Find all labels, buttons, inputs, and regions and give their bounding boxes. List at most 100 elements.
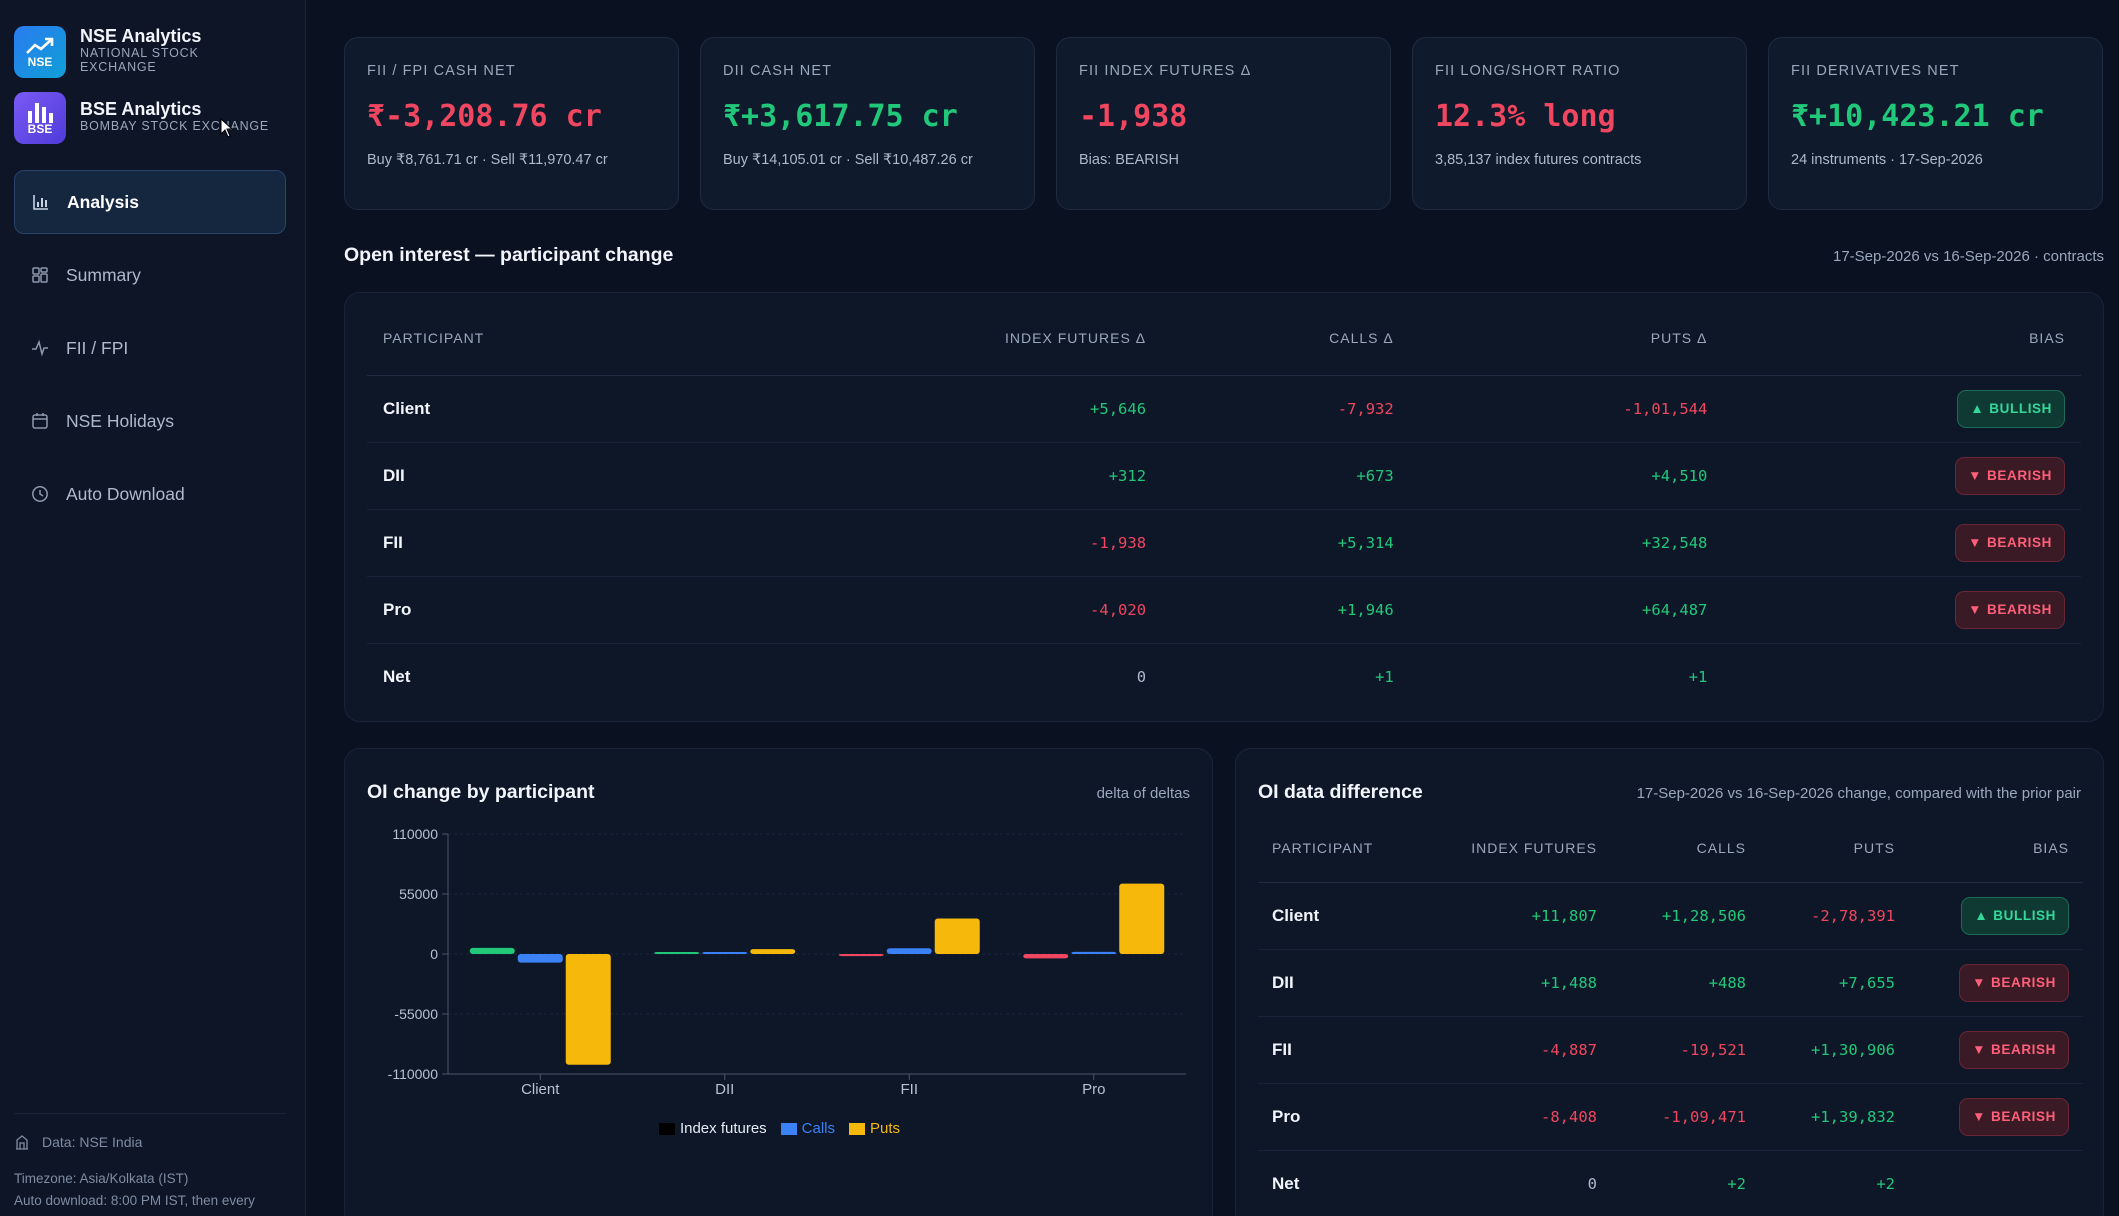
calendar-icon: [30, 411, 50, 431]
card-value: ₹-3,208.76 cr: [367, 99, 602, 134]
triangle-down-icon: ▼: [1972, 1042, 1987, 1057]
calls-value: +1: [1375, 667, 1394, 686]
sidebar-item-auto-download[interactable]: Auto Download: [14, 462, 286, 526]
bias-badge: ▼ BEARISH: [1955, 456, 2065, 495]
bias-label: BEARISH: [1991, 975, 2056, 990]
puts-value: +4,510: [1393, 442, 1708, 510]
triangle-down-icon: ▼: [1972, 1109, 1987, 1124]
triangle-down-icon: ▼: [1968, 535, 1983, 550]
mouse-cursor-icon: [220, 118, 234, 138]
y-tick-label: 110000: [392, 826, 438, 842]
sidebar-item-nse-holidays[interactable]: NSE Holidays: [14, 389, 286, 453]
calls-value: -7,932: [1146, 375, 1394, 443]
index-futures-value: -8,408: [1418, 1083, 1597, 1151]
participant-name: Client: [367, 375, 747, 443]
oi-chart-panel: OI change by participant delta of deltas…: [344, 748, 1213, 1216]
oi-section-title: Open interest — participant change: [344, 244, 674, 266]
sidebar-item-fii-fpi[interactable]: FII / FPI: [14, 316, 286, 380]
card-sub: Bias: BEARISH: [1079, 152, 1179, 168]
bias-badge: ▲ BULLISH: [1957, 389, 2065, 428]
index-futures-value: 0: [1136, 667, 1147, 686]
metric-card-fii-long-short: FII LONG/SHORT RATIO 12.3% long 3,85,137…: [1412, 37, 1747, 210]
bias-label: BULLISH: [1993, 908, 2056, 923]
index-futures-value: +1,488: [1418, 949, 1597, 1017]
metric-card-fii-derivatives: FII DERIVATIVES NET ₹+10,423.21 cr 24 in…: [1768, 37, 2103, 210]
legend-label: Calls: [801, 1120, 836, 1137]
col-calls: CALLS: [1597, 814, 1746, 883]
bar-index-futures: [654, 952, 700, 954]
calls-value: +5,314: [1146, 509, 1394, 577]
grid-icon: [30, 265, 50, 285]
col-participant: PARTICIPANT: [1258, 814, 1418, 883]
table-row: Client +11,807 +1,28,506 -2,78,391 ▲ BULL…: [1258, 882, 2083, 950]
brand-logo-text: BSE: [27, 122, 53, 136]
card-sub: Buy ₹14,105.01 cr · Sell ₹10,487.26 cr: [723, 152, 973, 168]
bar-calls: [886, 948, 932, 954]
activity-icon: [30, 338, 50, 358]
building-icon: [14, 1134, 30, 1150]
index-futures-value: -4,020: [746, 576, 1147, 644]
brand-title: BSE Analytics: [80, 99, 202, 119]
sidebar-item-label: Analysis: [67, 191, 139, 212]
legend-swatch: [780, 1122, 797, 1135]
legend-item[interactable]: Calls: [780, 1120, 836, 1137]
puts-value: -2,78,391: [1746, 882, 1895, 950]
puts-value: +64,487: [1393, 576, 1708, 644]
bar-calls: [1071, 951, 1117, 954]
participant-name: Client: [1258, 882, 1418, 950]
index-futures-value: +312: [746, 442, 1147, 510]
sidebar-item-summary[interactable]: Summary: [14, 243, 286, 307]
col-participant: PARTICIPANT: [367, 301, 747, 376]
bar-calls: [702, 952, 748, 954]
participant-name: Net: [1272, 1173, 1300, 1193]
index-futures-value: +11,807: [1418, 882, 1597, 950]
y-tick-label: 55000: [399, 886, 438, 902]
bias-empty: [1895, 1150, 2083, 1216]
participant-name: DII: [367, 442, 747, 510]
y-tick-label: 0: [430, 946, 438, 962]
triangle-down-icon: ▼: [1968, 468, 1983, 483]
puts-value: +1,39,832: [1746, 1083, 1895, 1151]
card-sub: 3,85,137 index futures contracts: [1435, 152, 1642, 168]
auto-download-text: Auto download: 8:00 PM IST, then every: [14, 1193, 255, 1208]
timezone-info: Timezone: Asia/Kolkata (IST) Auto downlo…: [14, 1168, 286, 1212]
puts-value: +7,655: [1746, 949, 1895, 1017]
table-header-row: PARTICIPANT INDEX FUTURES CALLS PUTS BIA…: [1258, 814, 2083, 883]
sidebar-item-label: Summary: [66, 264, 141, 285]
legend-item[interactable]: Index futures: [658, 1120, 767, 1137]
oi-participant-table: PARTICIPANT INDEX FUTURES Δ CALLS Δ PUTS…: [367, 301, 2081, 710]
card-label: FII DERIVATIVES NET: [1791, 63, 1960, 79]
bias-badge: ▼ BEARISH: [1959, 963, 2069, 1002]
oi-diff-panel: OI data difference 17-Sep-2026 vs 16-Sep…: [1235, 748, 2104, 1216]
card-value: ₹+3,617.75 cr: [723, 99, 958, 134]
legend-label: Index futures: [679, 1120, 767, 1137]
brand-nse[interactable]: NSE NSE Analytics NATIONAL STOCK EXCHANG…: [14, 26, 201, 78]
table-row: FII -1,938 +5,314 +32,548 ▼ BEARISH: [367, 509, 2081, 577]
bar-index-futures: [1023, 954, 1069, 959]
oi-participant-panel: PARTICIPANT INDEX FUTURES Δ CALLS Δ PUTS…: [344, 292, 2104, 722]
table-row-net: Net 0 +2 +2: [1258, 1150, 2083, 1216]
table-row: DII +1,488 +488 +7,655 ▼ BEARISH: [1258, 949, 2083, 1017]
bias-label: BULLISH: [1989, 401, 2052, 416]
col-index-futures: INDEX FUTURES: [1418, 814, 1597, 883]
bias-label: BEARISH: [1991, 1109, 2056, 1124]
index-futures-value: +5,646: [746, 375, 1147, 443]
oi-change-chart: 110000 55000 0 -55000 -110000 Client DII FII Pro: [388, 826, 1186, 1098]
trend-up-icon: NSE: [14, 26, 66, 78]
sidebar-item-analysis[interactable]: Analysis: [14, 170, 286, 234]
participant-name: Pro: [1258, 1083, 1418, 1151]
legend-swatch: [658, 1122, 675, 1135]
bar-puts: [565, 954, 611, 1065]
table-header-row: PARTICIPANT INDEX FUTURES Δ CALLS Δ PUTS…: [367, 301, 2081, 376]
card-label: FII / FPI CASH NET: [367, 63, 516, 79]
x-tick-label: DII: [715, 1081, 734, 1098]
y-tick-label: -55000: [394, 1006, 438, 1022]
legend-item[interactable]: Puts: [849, 1120, 900, 1137]
card-sub: Buy ₹8,761.71 cr · Sell ₹11,970.47 cr: [367, 152, 608, 168]
card-value: -1,938: [1079, 99, 1188, 134]
diff-title: OI data difference: [1258, 781, 1423, 803]
card-sub: 24 instruments · 17-Sep-2026: [1791, 152, 1983, 168]
sidebar-item-label: Auto Download: [66, 483, 185, 504]
sidebar-item-label: NSE Holidays: [66, 410, 174, 431]
legend-swatch: [849, 1122, 866, 1135]
